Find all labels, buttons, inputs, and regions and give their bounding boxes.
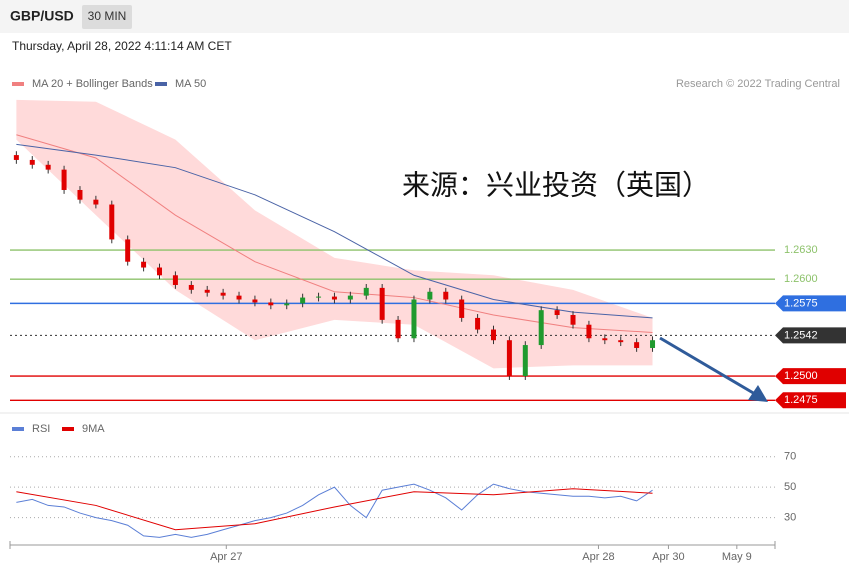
moving-average bbox=[16, 143, 653, 319]
level-label: 1.2500 bbox=[784, 370, 818, 382]
candle-body bbox=[45, 164, 51, 170]
forecast-arrowhead bbox=[748, 385, 768, 402]
candle-body bbox=[602, 338, 608, 341]
rsi-panel: RSI 9MA 30 50 70 bbox=[10, 423, 796, 538]
candle-body bbox=[618, 340, 624, 343]
symbol: GBP/USD bbox=[10, 8, 74, 24]
legend-swatch bbox=[12, 427, 24, 431]
candle-body bbox=[475, 317, 481, 330]
timestamp: Thursday, April 28, 2022 4:11:14 AM CET bbox=[12, 39, 232, 53]
candle-body bbox=[61, 169, 67, 190]
candle-body bbox=[347, 295, 353, 300]
indicator-line bbox=[16, 488, 653, 531]
candle-body bbox=[538, 310, 544, 346]
legend-label: 9MA bbox=[82, 423, 105, 435]
moving-average bbox=[16, 134, 653, 333]
level-tag bbox=[775, 392, 846, 409]
legend-swatch bbox=[62, 427, 74, 431]
candle-body bbox=[522, 345, 528, 377]
candle-body bbox=[363, 287, 369, 296]
candle-body bbox=[634, 342, 640, 348]
candle-body bbox=[284, 303, 290, 306]
candle-body bbox=[29, 159, 35, 165]
candle-body bbox=[109, 204, 115, 240]
level-label: 1.2542 bbox=[784, 329, 818, 341]
legend-label: MA 50 bbox=[175, 78, 206, 90]
legend-label: MA 20 + Bollinger Bands bbox=[32, 78, 153, 90]
candle-body bbox=[650, 340, 656, 348]
candle-body bbox=[427, 291, 433, 300]
level-tag bbox=[775, 295, 846, 312]
x-tick-label: Apr 27 bbox=[210, 551, 242, 563]
candle-body bbox=[395, 319, 401, 339]
level-label: 1.2575 bbox=[784, 297, 818, 309]
level-label: 1.2600 bbox=[784, 273, 818, 285]
level-label: 1.2475 bbox=[784, 394, 818, 406]
candle-body bbox=[13, 155, 19, 160]
credit: Research © 2022 Trading Central bbox=[676, 78, 840, 90]
candle-body bbox=[459, 299, 465, 318]
candle-body bbox=[411, 299, 417, 339]
y-tick-label: 70 bbox=[784, 451, 796, 463]
indicator-line bbox=[16, 483, 653, 538]
header-bar bbox=[0, 0, 849, 33]
x-tick-label: Apr 28 bbox=[582, 551, 614, 563]
interval[interactable]: 30 MIN bbox=[88, 9, 127, 23]
candle-body bbox=[157, 267, 163, 276]
legend-swatch bbox=[155, 82, 167, 86]
level-tag bbox=[775, 327, 846, 344]
y-tick-label: 30 bbox=[784, 512, 796, 524]
candle-body bbox=[204, 289, 210, 293]
candle-body bbox=[125, 239, 131, 262]
legend-swatch bbox=[12, 82, 24, 86]
x-tick-label: Apr 30 bbox=[652, 551, 684, 563]
forecast-arrow bbox=[659, 336, 756, 396]
interval-button[interactable] bbox=[82, 5, 132, 29]
candle-body bbox=[236, 295, 242, 300]
candle-body bbox=[506, 340, 512, 377]
bollinger-band bbox=[16, 99, 653, 369]
candle-body bbox=[490, 329, 496, 341]
candle-body bbox=[379, 287, 385, 320]
candle-body bbox=[554, 310, 560, 316]
candle-body bbox=[570, 315, 576, 325]
y-tick-label: 50 bbox=[784, 481, 796, 493]
candle-body bbox=[586, 324, 592, 339]
candle-body bbox=[252, 299, 258, 303]
level-label: 1.2630 bbox=[784, 244, 818, 256]
candle-body bbox=[141, 261, 147, 268]
candle-body bbox=[300, 297, 306, 304]
candle-body bbox=[77, 189, 83, 200]
x-tick-label: May 9 bbox=[722, 551, 752, 563]
candle-body bbox=[188, 284, 194, 290]
annotation: 来源：兴业投资（英国） bbox=[402, 169, 710, 200]
candle-body bbox=[443, 291, 449, 300]
price-panel: MA 20 + Bollinger Bands MA 50 1.2630 1.2600… bbox=[10, 78, 846, 409]
level-tag bbox=[775, 368, 846, 385]
candle-body bbox=[268, 302, 274, 306]
candle-body bbox=[172, 275, 178, 285]
legend-label: RSI bbox=[32, 423, 50, 435]
candle-body bbox=[220, 292, 226, 296]
candle-body bbox=[331, 296, 337, 300]
candle-body bbox=[316, 296, 322, 298]
candle-body bbox=[93, 199, 99, 205]
